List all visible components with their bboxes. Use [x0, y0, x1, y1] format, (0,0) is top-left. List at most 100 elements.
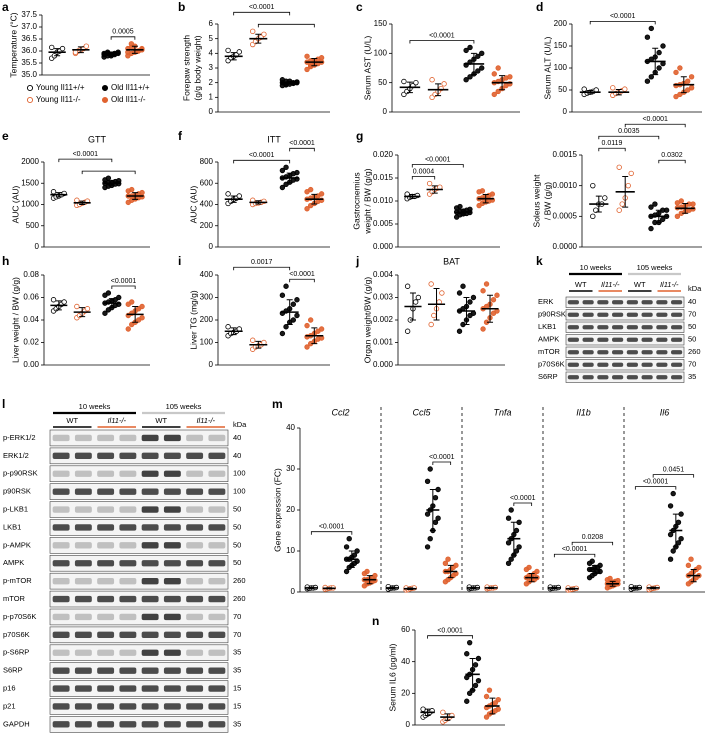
blot-label: mTOR [538, 347, 561, 356]
y-tick-label: 0.015 [373, 173, 394, 182]
y-axis-label: Serum AST (U/L) [362, 36, 372, 101]
panel-label: g [356, 129, 363, 143]
y-tick-label: 0 [209, 360, 214, 369]
data-point [279, 77, 286, 83]
data-point [480, 288, 486, 294]
error-bar [407, 587, 414, 591]
blot-band [208, 577, 226, 585]
genotype-label: Il11-/- [660, 280, 679, 289]
y-tick-label: 100 [554, 63, 568, 72]
y-axis-label: Serum ALT (U/L) [542, 36, 552, 99]
data-point [467, 74, 473, 80]
data-point [290, 317, 297, 323]
p-value: <0.0001 [289, 140, 315, 147]
data-point [678, 198, 684, 204]
error-bar [286, 80, 293, 85]
blot-band [163, 506, 181, 513]
blot-band [641, 312, 653, 317]
y-tick-label: 200 [554, 19, 568, 28]
y-tick-label: 800 [200, 157, 214, 166]
error-bar [595, 195, 602, 213]
data-point [667, 503, 674, 509]
data-point [225, 47, 231, 54]
data-point [505, 560, 512, 566]
y-tick-label: 35.0 [21, 70, 37, 79]
blot-strip [49, 447, 229, 465]
blot-band [626, 300, 638, 305]
error-bar [650, 586, 657, 590]
blot-band [208, 613, 226, 621]
blot-band [208, 488, 226, 495]
kda-label: 260 [688, 347, 701, 356]
significance-bracket [233, 11, 291, 16]
data-point [470, 294, 477, 301]
data-point [615, 577, 621, 584]
error-bar [609, 580, 616, 587]
y-tick-label: 20 [286, 505, 295, 514]
blot-band [597, 375, 609, 380]
data-point [441, 81, 447, 87]
legend-marker [26, 84, 34, 92]
blot-strip [49, 716, 229, 733]
data-point [236, 193, 242, 199]
data-point [427, 466, 433, 472]
blot-band [208, 703, 226, 710]
blot-band [163, 703, 181, 710]
data-point [688, 85, 695, 91]
legend-marker [101, 96, 109, 104]
data-point [667, 531, 674, 538]
error-bar [286, 299, 293, 325]
data-point [307, 62, 314, 68]
blot-band [582, 362, 594, 367]
blot-label: p70S6K [3, 630, 30, 639]
blot-strip [565, 296, 685, 308]
blot-band [119, 452, 137, 460]
data-point [589, 558, 595, 564]
data-point [49, 44, 55, 51]
data-point [440, 709, 446, 716]
y-tick-label: 100 [200, 338, 214, 347]
error-bar [447, 564, 454, 579]
genotype-label: WT [575, 280, 587, 289]
significance-bracket [513, 502, 533, 506]
y-tick-label: 36.5 [21, 34, 37, 43]
error-bar [311, 57, 318, 67]
blot-band [163, 488, 181, 495]
blot-band [141, 721, 159, 728]
data-point [457, 203, 463, 210]
error-bar [311, 193, 318, 205]
y-tick-label: 0.04 [23, 315, 39, 324]
data-point [307, 186, 314, 193]
data-point [307, 317, 314, 323]
data-point [495, 696, 501, 703]
error-bar [255, 200, 262, 205]
significance-bracket [411, 176, 436, 180]
y-tick-label: 0.005 [373, 219, 394, 228]
blot-band [163, 542, 181, 549]
y-tick-label: 0.0010 [553, 181, 578, 190]
blot-band [671, 325, 683, 330]
kda-label: 70 [688, 310, 696, 319]
blot-band [141, 470, 159, 477]
y-tick-label: 200 [200, 221, 214, 230]
kda-label: 40 [233, 451, 241, 460]
blot-band [74, 452, 92, 460]
blot-band [97, 452, 115, 460]
data-point [648, 25, 654, 32]
blot-band [52, 613, 70, 621]
y-tick-label: 3 [209, 63, 214, 72]
y-tick-label: 40 [401, 657, 410, 666]
blot-band [119, 631, 137, 639]
significance-bracket [310, 531, 353, 535]
error-bar [409, 292, 416, 321]
blot-band [97, 649, 115, 656]
error-bar [489, 697, 496, 715]
blot-band [141, 452, 159, 460]
data-point [475, 68, 481, 74]
data-point [426, 180, 433, 187]
panel-label: l [2, 397, 5, 411]
data-point [597, 562, 603, 569]
blot-band [141, 703, 159, 710]
blot-band [656, 375, 668, 380]
blot-band [97, 613, 115, 621]
